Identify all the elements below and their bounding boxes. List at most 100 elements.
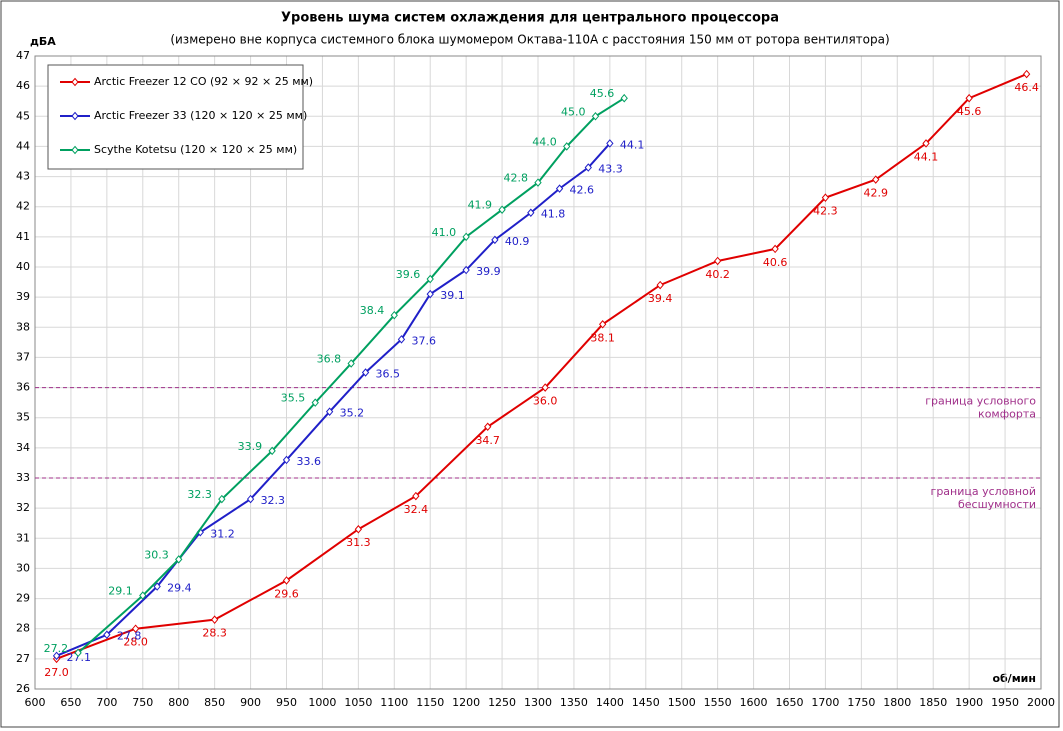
point-marker [282, 455, 291, 465]
x-tick-label: 700 [96, 696, 117, 709]
y-tick-label: 41 [16, 230, 30, 243]
legend: Arctic Freezer 12 CO (92 × 92 × 25 мм) Ar… [47, 64, 313, 170]
data-label: 32.4 [404, 503, 429, 516]
x-tick-label: 1750 [847, 696, 875, 709]
y-tick-label: 32 [16, 501, 30, 514]
point-marker [527, 208, 535, 218]
x-tick-label: 950 [276, 696, 297, 709]
data-label: 42.8 [504, 172, 529, 185]
point-marker [563, 142, 571, 151]
point-marker [218, 494, 226, 504]
data-label: 29.4 [167, 582, 192, 595]
reference-label: граница условной [931, 485, 1036, 498]
x-axis-label: об/мин [992, 672, 1036, 685]
point-marker [656, 280, 664, 290]
x-tick-label: 1050 [344, 696, 372, 709]
point-marker [426, 274, 434, 284]
data-label: 29.6 [274, 587, 299, 600]
data-label: 27.1 [67, 651, 92, 664]
point-marker [555, 184, 564, 193]
legend-label: Scythe Kotetsu (120 × 120 × 25 мм) [94, 143, 297, 156]
x-tick-label: 1900 [955, 696, 983, 709]
data-label: 32.3 [187, 488, 212, 501]
x-tick-label: 1200 [452, 696, 480, 709]
x-tick-label: 1300 [524, 696, 552, 709]
data-label: 41.0 [432, 226, 457, 239]
point-marker [620, 93, 628, 103]
y-tick-label: 47 [16, 49, 30, 62]
point-marker [498, 205, 506, 214]
y-tick-label: 38 [16, 320, 30, 333]
point-marker [965, 93, 973, 103]
point-marker [584, 163, 592, 172]
y-tick-label: 37 [16, 350, 30, 363]
point-marker [153, 582, 161, 591]
reference-label: бесшумности [958, 498, 1036, 511]
data-label: 42.9 [863, 187, 888, 200]
data-label: 45.6 [590, 87, 615, 100]
x-tick-label: 1700 [811, 696, 839, 709]
point-marker [426, 289, 434, 299]
data-label: 41.8 [541, 208, 566, 221]
data-label: 33.6 [297, 455, 322, 468]
point-marker [397, 335, 406, 344]
data-label: 37.6 [411, 334, 436, 347]
point-marker [210, 615, 219, 624]
x-tick-label: 1250 [488, 696, 516, 709]
data-label: 40.2 [705, 268, 730, 281]
x-tick-label: 1100 [380, 696, 408, 709]
x-tick-label: 850 [204, 696, 225, 709]
data-label: 32.3 [261, 494, 286, 507]
data-label: 30.3 [144, 548, 169, 561]
y-tick-label: 44 [16, 139, 30, 152]
reference-label: граница условного [925, 395, 1036, 408]
legend-box [47, 64, 304, 170]
point-marker [541, 383, 549, 392]
data-label: 40.6 [763, 256, 788, 269]
data-label: 34.7 [475, 434, 500, 447]
x-tick-label: 1600 [740, 696, 768, 709]
y-axis-label: дБА [30, 35, 56, 48]
x-tick-label: 1800 [883, 696, 911, 709]
legend-label: Arctic Freezer 33 (120 × 120 × 25 мм) [94, 109, 307, 122]
data-label: 27.0 [44, 666, 69, 679]
x-tick-label: 1850 [919, 696, 947, 709]
y-tick-label: 31 [16, 531, 30, 544]
data-label: 45.6 [957, 105, 982, 118]
y-tick-label: 39 [16, 290, 30, 303]
data-label: 41.9 [468, 199, 493, 212]
point-marker [311, 398, 319, 407]
plot-border [34, 55, 1042, 690]
chart-subtitle: (измерено вне корпуса системного блока ш… [170, 33, 889, 47]
data-label: 42.6 [570, 184, 595, 197]
data-label: 44.1 [914, 150, 939, 163]
y-tick-label: 26 [16, 682, 30, 695]
point-marker [713, 256, 722, 266]
data-label: 35.5 [281, 392, 306, 405]
x-tick-label: 650 [60, 696, 81, 709]
x-tick-label: 1400 [596, 696, 624, 709]
y-tick-label: 29 [16, 592, 30, 605]
x-tick-label: 1450 [632, 696, 660, 709]
point-marker [175, 555, 183, 564]
data-label: 44.0 [532, 135, 557, 148]
y-tick-label: 33 [16, 471, 30, 484]
data-label: 35.2 [340, 407, 365, 420]
data-label: 27.8 [117, 630, 142, 643]
point-marker [354, 524, 363, 534]
x-tick-label: 1550 [704, 696, 732, 709]
point-marker [52, 651, 61, 661]
point-marker [103, 630, 111, 640]
y-tick-label: 27 [16, 652, 30, 665]
point-marker [361, 368, 370, 377]
y-tick-label: 46 [16, 79, 30, 92]
data-label: 33.9 [238, 440, 263, 453]
point-marker [282, 576, 291, 585]
x-tick-label: 1000 [308, 696, 336, 709]
point-marker [246, 494, 255, 504]
y-tick-label: 42 [16, 200, 30, 213]
data-label: 36.5 [376, 368, 401, 381]
x-tick-label: 1500 [668, 696, 696, 709]
